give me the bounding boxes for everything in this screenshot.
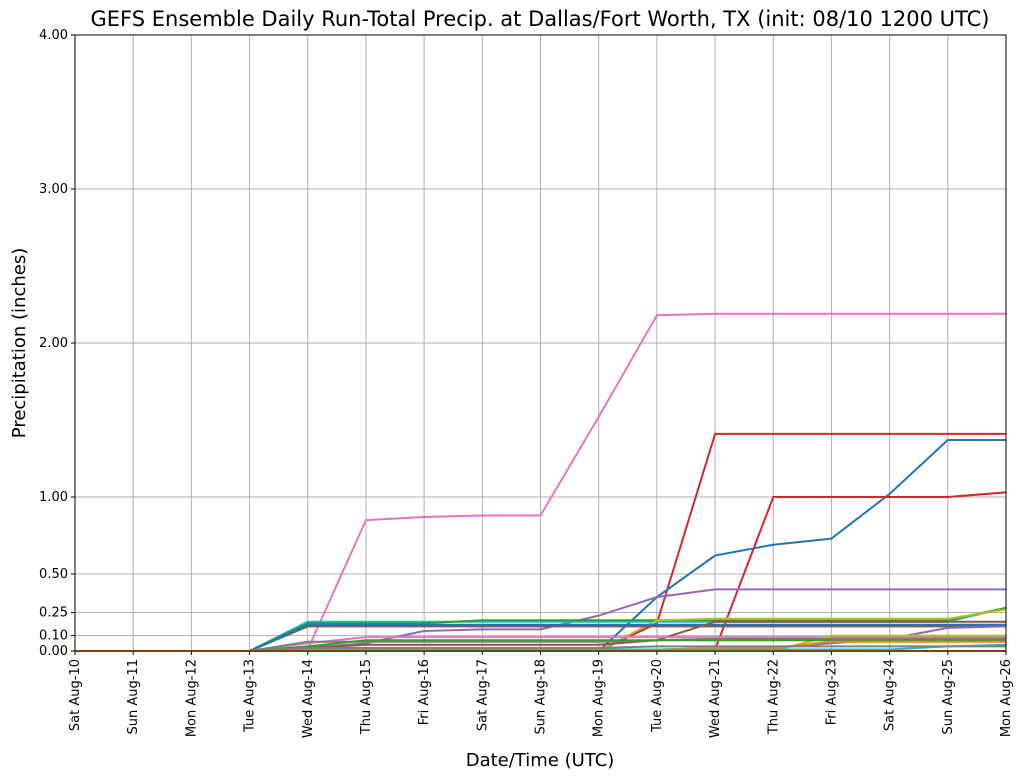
x-axis-label: Date/Time (UTC)	[466, 750, 615, 771]
x-tick-label: Mon Aug-12	[184, 659, 199, 737]
x-tick-label: Fri Aug-23	[824, 659, 839, 725]
y-tick-label: 0.25	[39, 606, 68, 621]
grid-lines	[74, 34, 1007, 652]
x-tick-label: Wed Aug-14	[301, 659, 316, 738]
y-axis-label: Precipitation (inches)	[9, 248, 30, 438]
x-tick-label: Sat Aug-24	[883, 659, 898, 731]
y-tick-label: 3.00	[39, 182, 68, 197]
x-tick-label: Fri Aug-16	[417, 659, 432, 725]
x-tick-label: Sun Aug-18	[534, 659, 549, 734]
x-tick-label: Tue Aug-20	[650, 659, 665, 733]
x-tick-label: Thu Aug-15	[359, 659, 374, 735]
y-tick-label: 4.00	[39, 28, 68, 43]
x-tick-label: Wed Aug-21	[708, 659, 723, 738]
x-tick-label: Mon Aug-26	[999, 659, 1014, 737]
x-tick-label: Sat Aug-10	[68, 659, 83, 731]
x-tick-label: Sat Aug-17	[475, 659, 490, 731]
x-tick-label: Tue Aug-13	[243, 659, 258, 733]
chart-title: GEFS Ensemble Daily Run-Total Precip. at…	[91, 7, 990, 31]
y-tick-label: 0.50	[39, 567, 68, 582]
y-axis-ticks: 0.000.10 0.25 0.50 1.00 2.00 3.00 4.00	[39, 28, 75, 659]
x-tick-label: Thu Aug-22	[766, 659, 781, 735]
y-tick-label: 1.00	[39, 490, 68, 505]
y-tick-label: 0.00	[39, 644, 68, 659]
x-axis-ticks: Sat Aug-10 Sun Aug-11 Mon Aug-12 Tue Aug-13…	[68, 651, 1014, 738]
y-tick-label: 0.10	[39, 629, 68, 644]
x-tick-label: Sun Aug-25	[941, 659, 956, 734]
y-tick-label: 2.00	[39, 336, 68, 351]
x-tick-label: Sun Aug-11	[126, 659, 141, 734]
x-tick-label: Mon Aug-19	[592, 659, 607, 737]
